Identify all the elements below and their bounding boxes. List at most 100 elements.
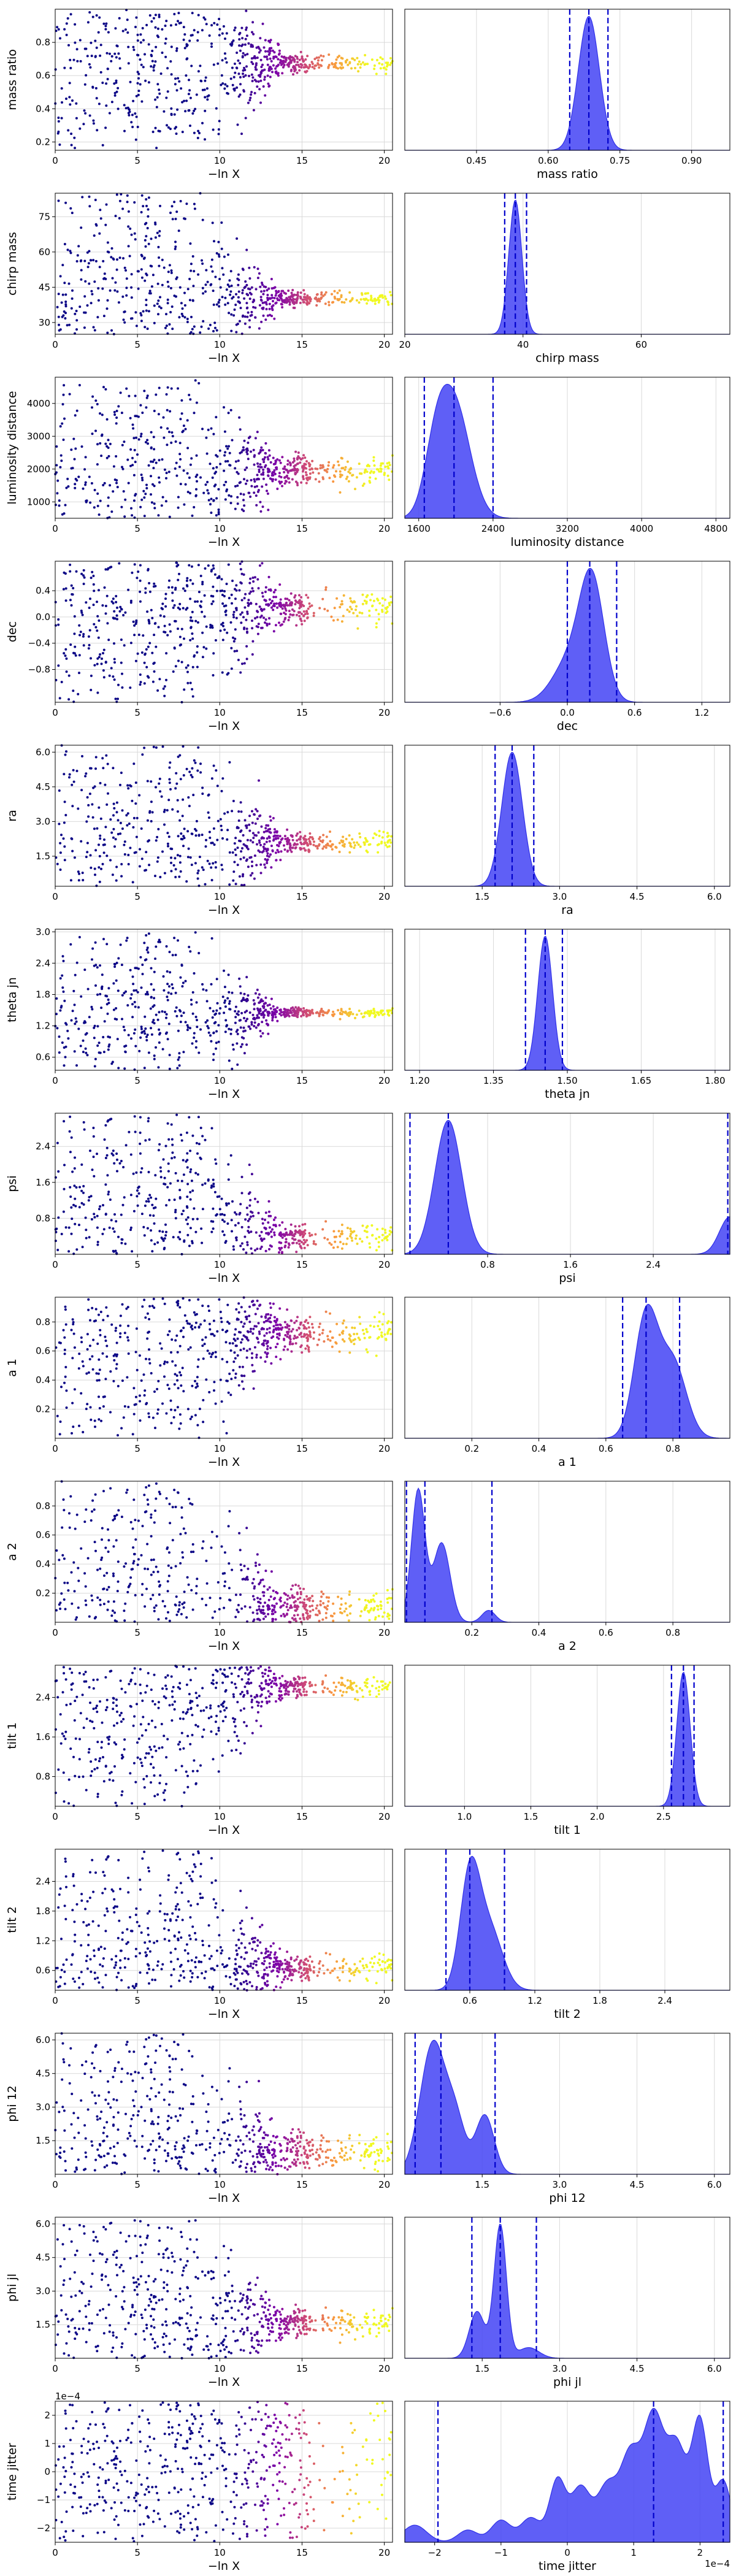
sample-point xyxy=(169,128,172,131)
sample-point xyxy=(107,496,110,499)
sample-point xyxy=(191,1134,194,1137)
sample-point xyxy=(259,1030,262,1032)
sample-point xyxy=(96,615,99,618)
sample-point xyxy=(289,848,292,851)
sample-point xyxy=(82,574,85,577)
sample-point xyxy=(266,63,269,66)
sample-point xyxy=(256,610,259,613)
x-tick-label: 10 xyxy=(214,1075,226,1086)
sample-point xyxy=(355,1237,357,1240)
sample-point xyxy=(280,63,283,66)
sample-point xyxy=(256,267,259,270)
sample-point xyxy=(215,107,218,110)
sample-point xyxy=(263,1237,266,1240)
sample-point xyxy=(165,1016,167,1019)
sample-point xyxy=(102,676,105,679)
sample-point xyxy=(223,1001,226,1004)
sample-point xyxy=(332,619,335,622)
sample-point xyxy=(265,1019,268,1022)
sample-point xyxy=(188,299,191,302)
sample-point xyxy=(383,1013,386,1016)
sample-point xyxy=(229,293,232,296)
sample-point xyxy=(266,456,269,459)
sample-point xyxy=(258,304,261,307)
sample-point xyxy=(291,608,294,611)
sample-point xyxy=(356,627,359,630)
sample-point xyxy=(194,1171,197,1175)
sample-point xyxy=(109,289,112,292)
sample-point xyxy=(315,293,318,296)
sample-point xyxy=(214,639,217,642)
sample-point xyxy=(88,1016,91,1019)
sample-point xyxy=(339,491,342,494)
sample-point xyxy=(268,454,271,457)
sample-point xyxy=(302,1243,305,1246)
sample-point xyxy=(150,237,153,240)
sample-point xyxy=(118,217,121,220)
sample-point xyxy=(99,964,101,967)
sample-point xyxy=(75,1020,78,1023)
sample-point xyxy=(107,454,110,458)
sample-point xyxy=(80,445,83,448)
sample-point xyxy=(237,659,240,661)
sample-point xyxy=(152,988,155,991)
sample-point xyxy=(189,125,191,127)
sample-point xyxy=(232,613,235,616)
sample-point xyxy=(297,611,301,614)
sample-point xyxy=(309,605,312,608)
sample-point xyxy=(291,846,294,849)
sample-point xyxy=(348,851,351,854)
sample-point xyxy=(252,298,255,301)
sample-point xyxy=(296,291,299,294)
sample-point xyxy=(175,89,178,92)
sample-point xyxy=(375,72,378,75)
sample-point xyxy=(314,1243,317,1246)
sample-point xyxy=(262,845,265,848)
sample-point xyxy=(127,854,130,856)
sample-point xyxy=(338,289,341,292)
sample-point xyxy=(151,651,154,654)
sample-point xyxy=(348,610,351,613)
sample-point xyxy=(318,836,321,838)
trace-samples xyxy=(55,744,393,887)
sample-point xyxy=(237,59,240,62)
sample-point xyxy=(183,47,186,50)
sample-point xyxy=(273,469,276,472)
sample-point xyxy=(296,293,299,296)
sample-point xyxy=(242,997,245,1000)
sample-point xyxy=(91,432,94,435)
sample-point xyxy=(69,643,72,646)
sample-point xyxy=(221,32,224,35)
sample-point xyxy=(210,1127,213,1130)
sample-point xyxy=(277,837,280,840)
sample-point xyxy=(263,863,266,866)
sample-point xyxy=(181,985,184,988)
sample-point xyxy=(156,96,159,99)
sample-point xyxy=(131,975,134,978)
sample-point xyxy=(153,1222,156,1225)
sample-point xyxy=(96,657,99,660)
sample-point xyxy=(72,1203,75,1206)
sample-point xyxy=(206,489,209,492)
sample-point xyxy=(106,622,109,625)
sample-point xyxy=(123,515,126,518)
sample-point xyxy=(241,662,243,665)
sample-point xyxy=(255,864,258,867)
sample-point xyxy=(262,1013,265,1016)
sample-point xyxy=(288,469,291,472)
sample-point xyxy=(381,836,384,839)
sample-point xyxy=(272,456,275,459)
sample-point xyxy=(188,476,191,479)
sample-point xyxy=(159,1166,162,1169)
sample-point xyxy=(132,99,135,102)
sample-point xyxy=(274,462,277,466)
sample-point xyxy=(137,634,140,636)
sample-point xyxy=(386,1235,389,1238)
sample-point xyxy=(132,473,136,477)
sample-point xyxy=(137,90,140,93)
sample-point xyxy=(96,629,99,632)
y-tick-label: 0.4 xyxy=(36,585,50,596)
sample-point xyxy=(326,467,329,470)
sample-point xyxy=(113,962,116,965)
sample-point xyxy=(80,1202,83,1205)
